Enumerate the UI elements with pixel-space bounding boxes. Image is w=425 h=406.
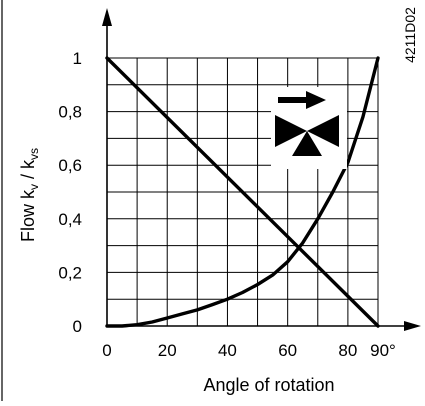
- y-tick-label: 0: [73, 317, 82, 336]
- y-tick-label: 0,4: [58, 210, 82, 229]
- series: [105, 56, 380, 328]
- y-tick-label: 0,2: [58, 263, 82, 282]
- axes: [102, 8, 421, 331]
- series-line-linear: [105, 56, 380, 328]
- valve-flow-direction-icon: [271, 87, 347, 169]
- x-tick-label: 0: [102, 341, 111, 360]
- x-tick-label: 20: [158, 341, 177, 360]
- y-tick-label: 1: [73, 49, 82, 68]
- y-tick-label: 0,8: [58, 103, 82, 122]
- y-axis-arrow: [102, 8, 112, 26]
- y-axis-title: Flow kv / kvs: [18, 148, 41, 242]
- tick-labels: 0 0,2 0,4 0,6 0,8 1 0 20 40 60 80 90°: [58, 49, 396, 360]
- x-axis-title: Angle of rotation: [203, 375, 334, 395]
- x-tick-label-end: 90°: [370, 341, 396, 360]
- grid: [107, 57, 379, 326]
- figure-code: 4211D02: [402, 7, 418, 63]
- y-tick-label: 0,6: [58, 156, 82, 175]
- series-line-equal-percentage: [105, 56, 380, 328]
- svg-text:4211D02: 4211D02: [402, 7, 418, 63]
- x-axis-arrow: [404, 321, 421, 331]
- svg-text:Flow kv / kvs: Flow kv / kvs: [18, 148, 41, 242]
- x-tick-label: 40: [218, 341, 237, 360]
- x-tick-label: 80: [338, 341, 357, 360]
- x-tick-label: 60: [278, 341, 297, 360]
